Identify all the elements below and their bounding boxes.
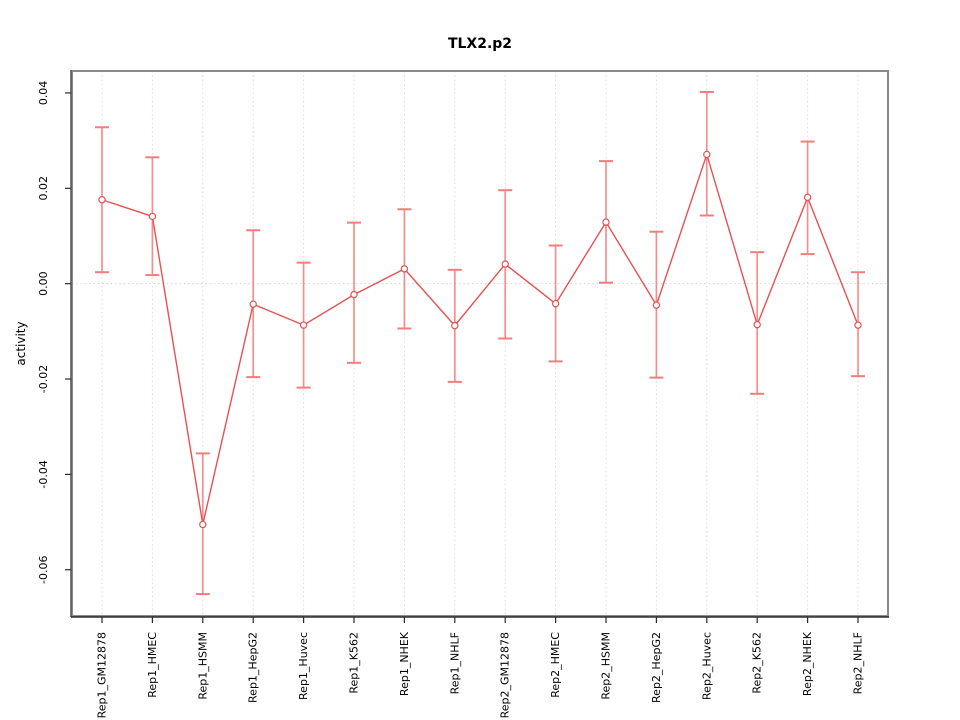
data-point-marker [703, 150, 711, 159]
x-tick-label: Rep1_HMEC [146, 632, 159, 698]
chart-title: TLX2.p2 [448, 36, 512, 52]
data-point-marker [199, 520, 207, 529]
x-tick-label: Rep1_K562 [348, 632, 361, 694]
x-tick-label: Rep2_GM12878 [499, 632, 512, 718]
data-point-marker [753, 320, 761, 329]
data-point-marker [350, 290, 358, 299]
data-point-marker [602, 218, 610, 226]
plot-area: 0.04 0.02 0.00 -0.02 -0.04 -0.06 Rep1_GM12878 R… [37, 70, 889, 718]
y-tick-label: 0.00 [37, 271, 50, 296]
data-point-marker [501, 260, 509, 268]
x-tick-label: Rep1_HepG2 [247, 632, 260, 703]
x-tick-label: Rep1_NHLF [448, 632, 461, 694]
x-tick-label: Rep1_Huvec [297, 632, 310, 700]
y-axis-label: activity [14, 321, 28, 365]
y-tick-label: -0.04 [37, 460, 50, 488]
data-point-marker [451, 321, 459, 330]
data-point-marker [803, 193, 812, 202]
data-point-marker [98, 196, 106, 204]
x-tick-label: Rep1_HSMM [196, 632, 209, 700]
y-tick-label: 0.02 [37, 176, 50, 201]
data-point-marker [854, 321, 862, 329]
data-point-marker [400, 265, 409, 273]
y-tick-label: -0.06 [37, 556, 50, 584]
plot-border [71, 70, 889, 617]
x-tick-label: Rep1_GM12878 [96, 632, 109, 718]
data-point-marker [148, 212, 157, 221]
x-tick-label: Rep2_NHEK [801, 631, 814, 696]
y-tick-label: -0.02 [37, 365, 50, 393]
x-tick-label: Rep2_HepG2 [650, 632, 663, 703]
x-tick-label: Rep2_HMEC [549, 632, 562, 698]
y-tick-label: 0.04 [37, 81, 50, 106]
x-tick-label: Rep2_HSMM [600, 632, 613, 700]
series-line [101, 152, 859, 525]
data-point-marker [551, 299, 560, 308]
x-tick-label: Rep2_K562 [751, 632, 764, 694]
data-point-marker [249, 300, 257, 308]
data-point-marker [299, 321, 308, 329]
data-point-marker [652, 301, 661, 309]
x-tick-label: Rep2_NHLF [852, 632, 865, 694]
x-tick-label: Rep1_NHEK [398, 631, 411, 696]
x-tick-label: Rep2_Huvec [700, 632, 713, 700]
